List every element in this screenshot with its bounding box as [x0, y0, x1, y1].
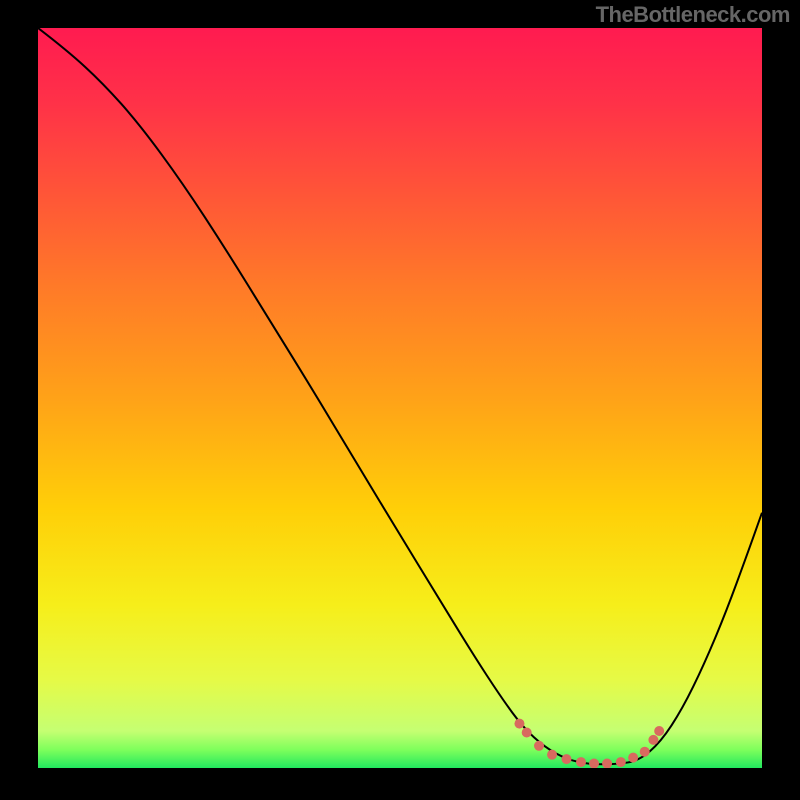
chart-frame: TheBottleneck.com	[0, 0, 800, 800]
plot-area	[38, 28, 762, 768]
trough-dot	[648, 735, 658, 745]
trough-dot	[522, 727, 532, 737]
trough-dots	[514, 719, 664, 768]
bottleneck-curve	[38, 28, 762, 764]
trough-dot	[602, 759, 612, 768]
trough-dot	[589, 759, 599, 768]
watermark-text: TheBottleneck.com	[596, 2, 790, 28]
curve-svg	[38, 28, 762, 768]
trough-dot	[547, 750, 557, 760]
trough-dot	[654, 726, 664, 736]
trough-dot	[576, 757, 586, 767]
trough-dot	[628, 753, 638, 763]
trough-dot	[534, 741, 544, 751]
trough-dot	[640, 747, 650, 757]
trough-dot	[562, 754, 572, 764]
trough-dot	[616, 757, 626, 767]
trough-dot	[514, 719, 524, 729]
